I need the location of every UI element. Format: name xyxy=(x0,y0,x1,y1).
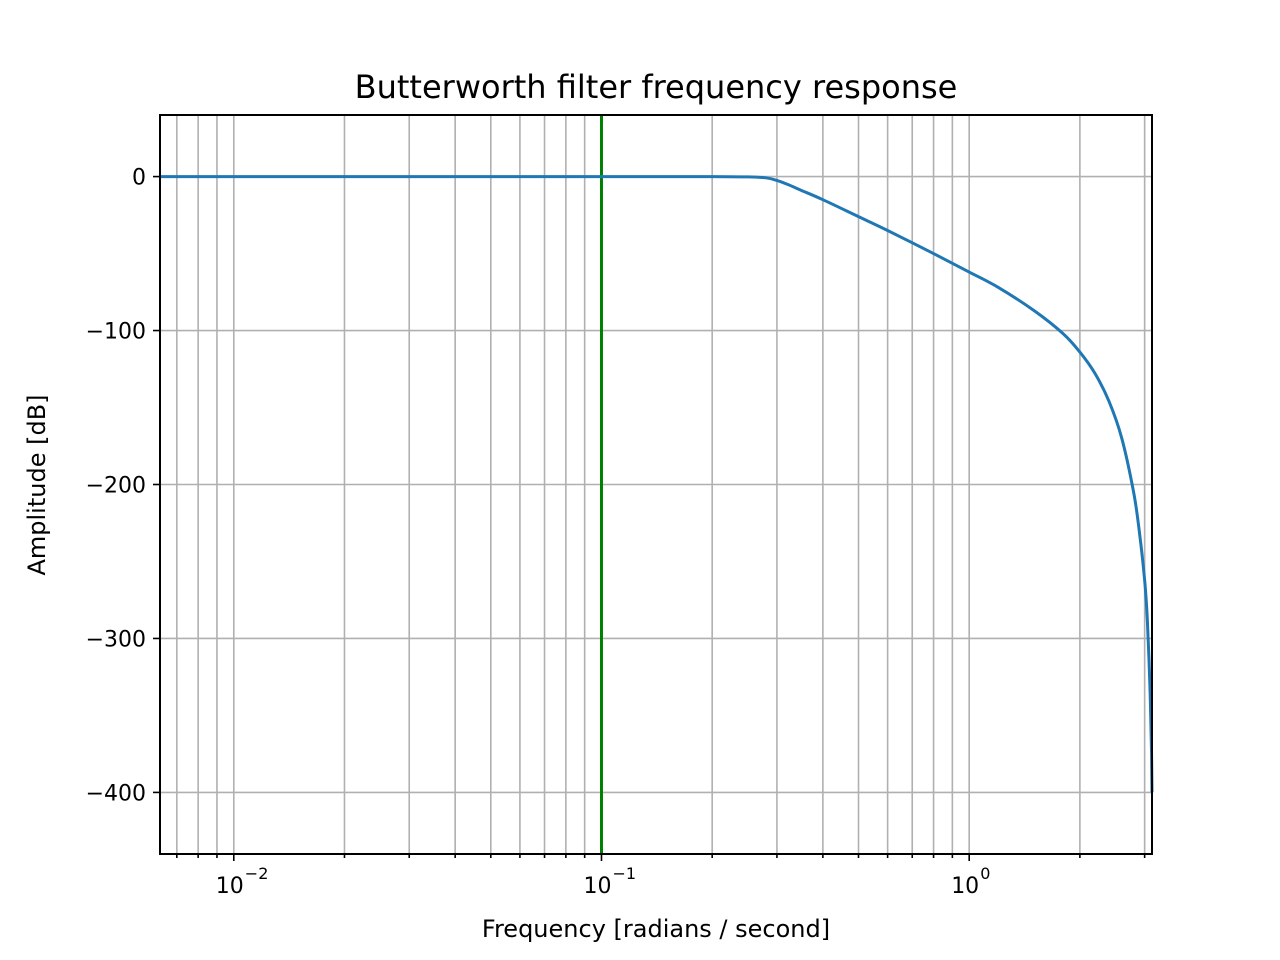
x-axis-label: Frequency [radians / second] xyxy=(482,915,830,943)
x-tick-label: 10 xyxy=(951,874,979,899)
x-tick-exponent: −1 xyxy=(612,864,636,883)
y-tick-label: 0 xyxy=(132,166,146,191)
y-axis-label: Amplitude [dB] xyxy=(23,394,51,575)
y-tick-label: −200 xyxy=(86,474,146,499)
y-tick-label: −100 xyxy=(86,320,146,345)
y-tick-label: −400 xyxy=(86,781,146,806)
y-tick-label: −300 xyxy=(86,627,146,652)
frequency-response-line xyxy=(159,175,1154,793)
plot-lines xyxy=(159,115,1154,854)
x-tick-exponent: 0 xyxy=(980,864,990,883)
x-tick-label: 10 xyxy=(583,874,611,899)
x-tick-label: 10 xyxy=(216,874,244,899)
x-tick-exponent: −2 xyxy=(245,864,269,883)
chart-title: Butterworth filter frequency response xyxy=(355,68,958,106)
